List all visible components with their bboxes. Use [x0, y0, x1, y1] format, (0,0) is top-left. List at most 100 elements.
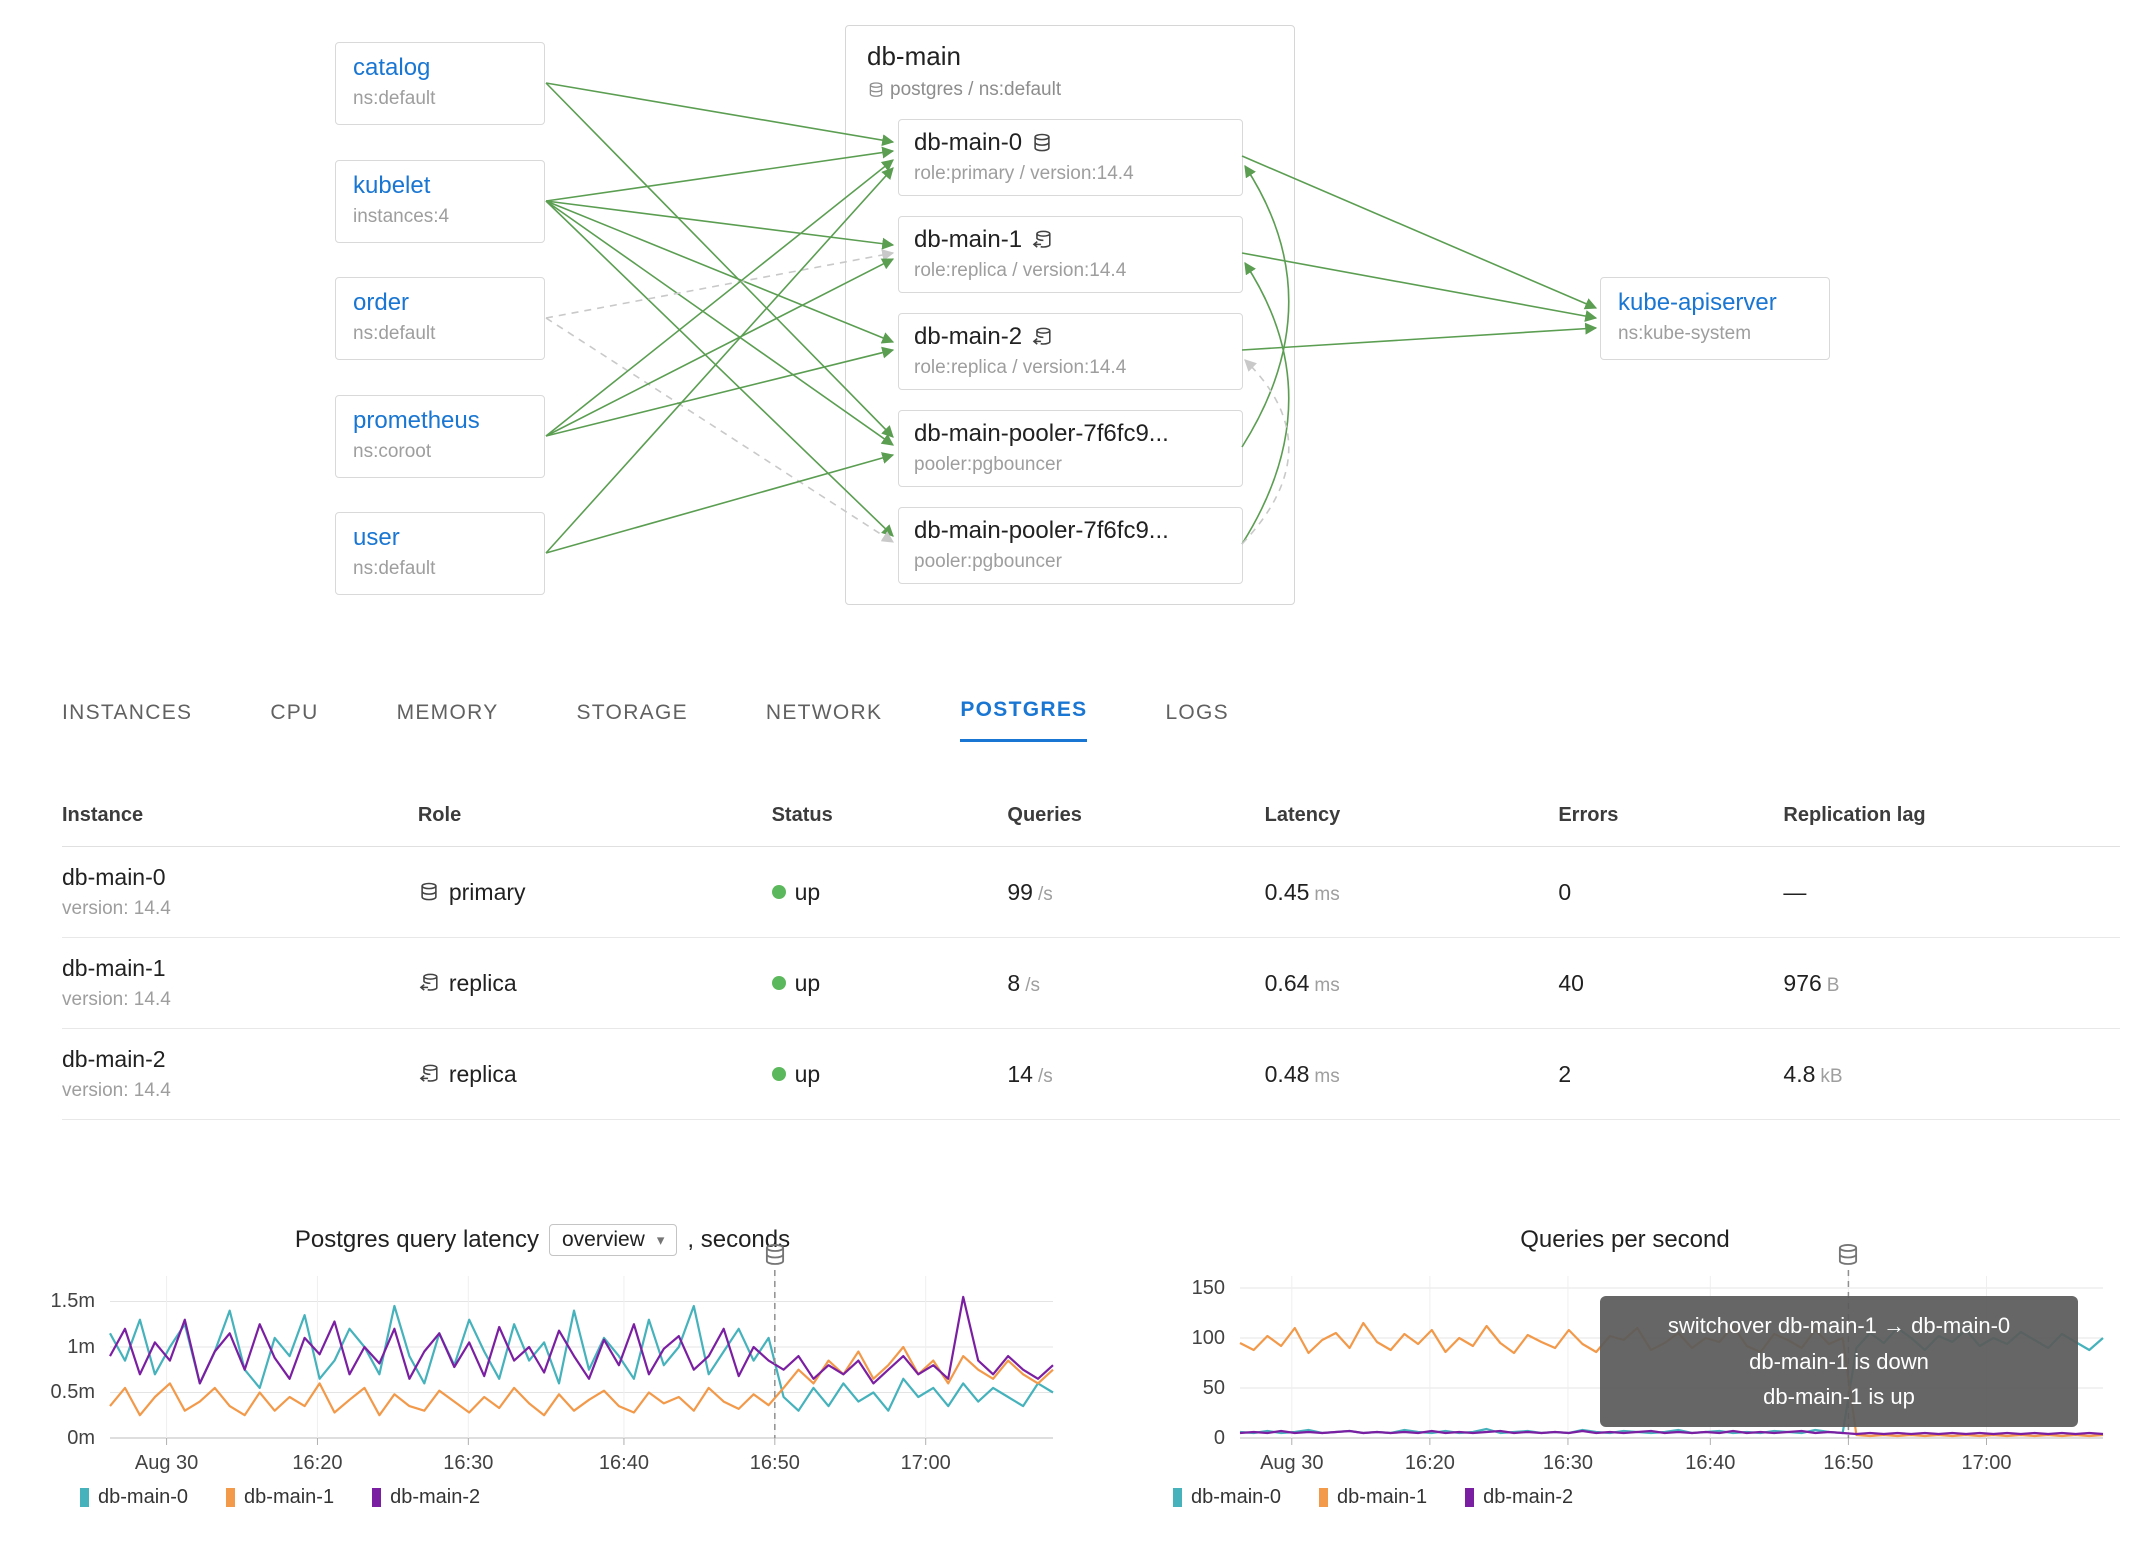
instance-version: version: 14.4 [62, 898, 171, 919]
annotation-tooltip-line: switchover db-main-1 → db-main-0 [1667, 1313, 2011, 1338]
map-node-subtitle: ns:coroot [353, 441, 432, 462]
postgres-instances-table: Instance Role Status Queries Latency Err… [62, 804, 2120, 1120]
y-tick-label: 50 [1202, 1377, 1225, 1399]
queries-value: 14 [1007, 1060, 1033, 1087]
map-edge-db-main-2-kube-apiserver [1241, 322, 1598, 351]
latency-unit: ms [1314, 883, 1340, 905]
map-instance-db-main-2: db-main-2 role:replica / version:14.4 [898, 313, 1243, 390]
instance-name: db-main-2 [62, 1046, 166, 1072]
queries-unit: /s [1037, 883, 1053, 905]
latency-unit: ms [1314, 974, 1340, 996]
replication-lag-unit: B [1826, 974, 1840, 996]
x-tick-label: 16:50 [749, 1452, 800, 1474]
instance-version: version: 14.4 [62, 1080, 171, 1101]
map-node-catalog[interactable]: catalog ns:default [335, 42, 545, 125]
role-label: primary [448, 878, 526, 905]
col-header-errors: Errors [1558, 804, 1784, 847]
map-node-link[interactable]: order [353, 289, 410, 316]
series-line-db-main-2 [109, 1295, 1054, 1385]
col-header-replication-lag: Replication lag [1783, 804, 2120, 847]
y-tick-label: 1.5m [50, 1290, 95, 1313]
map-edge-user-db-main-0 [545, 167, 894, 554]
x-tick-label: 16:40 [1685, 1452, 1736, 1474]
col-header-instance: Instance [62, 804, 418, 847]
tab-cpu[interactable]: CPU [270, 701, 319, 724]
latency-chart-panel: Postgres query latency overview ▾ , seco… [20, 1218, 1065, 1509]
series-line-db-main-0 [109, 1304, 1054, 1412]
y-tick-label: 1m [67, 1335, 95, 1358]
legend-swatch [1173, 1488, 1182, 1507]
map-node-prometheus[interactable]: prometheus ns:coroot [335, 395, 545, 478]
series-line-db-main-2 [1239, 1429, 2104, 1436]
replication-lag-value: 4.8 [1783, 1060, 1816, 1087]
map-edge-order-db-main-1 [545, 249, 895, 319]
map-node-link[interactable]: user [353, 524, 400, 551]
x-tick-label: 16:40 [598, 1452, 649, 1474]
map-node-link[interactable]: catalog [353, 54, 431, 81]
instance-subtitle: role:replica / version:14.4 [914, 357, 1127, 378]
latency-plot-svg [109, 1270, 1054, 1445]
tab-storage[interactable]: STORAGE [576, 701, 688, 724]
map-node-kube-apiserver[interactable]: kube-apiserver ns:kube-system [1600, 277, 1830, 360]
tab-network[interactable]: NETWORK [765, 701, 883, 724]
replication-lag-unit: kB [1820, 1065, 1843, 1087]
tab-bar: INSTANCES CPU MEMORY STORAGE NETWORK POS… [0, 698, 2156, 742]
series-line-db-main-1 [109, 1345, 1054, 1417]
map-node-link[interactable]: prometheus [353, 407, 480, 434]
legend-item-db-main-0[interactable]: db-main-0 [1173, 1486, 1281, 1509]
y-tick-label: 100 [1191, 1327, 1225, 1349]
queries-value: 8 [1007, 969, 1021, 996]
col-header-status: Status [771, 804, 1008, 847]
legend-swatch [1319, 1488, 1329, 1507]
instance-name: db-main-0 [62, 864, 166, 890]
map-node-link[interactable]: kube-apiserver [1618, 289, 1777, 316]
instance-name: db-main-1 [914, 226, 1023, 253]
map-node-link[interactable]: kubelet [353, 172, 431, 199]
map-node-subtitle: ns:kube-system [1618, 323, 1752, 344]
tab-memory[interactable]: MEMORY [396, 701, 499, 724]
db-replica-icon [418, 972, 440, 994]
status-up-dot [771, 976, 786, 990]
status-up-dot [771, 885, 786, 899]
queries-unit: /s [1037, 1065, 1053, 1087]
db-primary-icon [418, 881, 440, 903]
col-header-role: Role [417, 804, 772, 847]
db-replica-icon [1031, 229, 1053, 251]
tab-instances[interactable]: INSTANCES [62, 701, 193, 724]
legend-swatch [226, 1488, 236, 1507]
group-title: db-main [867, 41, 961, 71]
status-up-dot [771, 1067, 786, 1081]
map-edge-catalog-pooler-0 [545, 82, 894, 438]
map-group-db-main: db-main postgres / ns:default db-main-0 … [845, 25, 1295, 605]
instance-version: version: 14.4 [62, 989, 171, 1010]
table-row: db-main-0 version: 14.4 primary up 99/s … [62, 846, 2120, 938]
chart-title: Postgres query latency overview ▾ , seco… [20, 1218, 1065, 1262]
map-node-order[interactable]: order ns:default [335, 277, 545, 360]
legend-item-db-main-2[interactable]: db-main-2 [1465, 1486, 1573, 1509]
legend-swatch [372, 1488, 382, 1507]
map-edge-order-pooler-1 [545, 317, 895, 543]
map-instance-db-main-pooler-1: db-main-pooler-7f6fc9... pooler:pgbounce… [898, 410, 1243, 487]
queries-unit: /s [1025, 974, 1040, 996]
legend-item-db-main-1[interactable]: db-main-1 [1319, 1486, 1427, 1509]
map-edge-kubelet-pooler-1 [545, 200, 894, 537]
chart-legend: db-main-0 db-main-1 db-main-2 [1173, 1486, 2125, 1509]
map-node-kubelet[interactable]: kubelet instances:4 [335, 160, 545, 243]
legend-item-db-main-2[interactable]: db-main-2 [372, 1486, 480, 1509]
annotation-tooltip-line: db-main-1 is down [1749, 1348, 1929, 1374]
map-edge-kubelet-db-main-1 [545, 200, 895, 250]
legend-swatch [1465, 1488, 1475, 1507]
legend-item-db-main-0[interactable]: db-main-0 [80, 1486, 188, 1509]
tab-postgres[interactable]: POSTGRES [960, 698, 1088, 742]
errors-value: 0 [1558, 878, 1572, 905]
map-node-subtitle: instances:4 [353, 206, 450, 227]
instance-subtitle: pooler:pgbouncer [914, 551, 1062, 572]
latency-view-select[interactable]: overview ▾ [548, 1224, 678, 1256]
map-edge-kubelet-db-main-2 [545, 200, 895, 344]
status-label: up [794, 1060, 821, 1087]
x-tick-label: 17:00 [900, 1452, 951, 1474]
map-node-user[interactable]: user ns:default [335, 512, 545, 595]
map-edge-prometheus-db-main-1 [545, 258, 895, 437]
legend-item-db-main-1[interactable]: db-main-1 [226, 1486, 334, 1509]
tab-logs[interactable]: LOGS [1165, 701, 1229, 724]
